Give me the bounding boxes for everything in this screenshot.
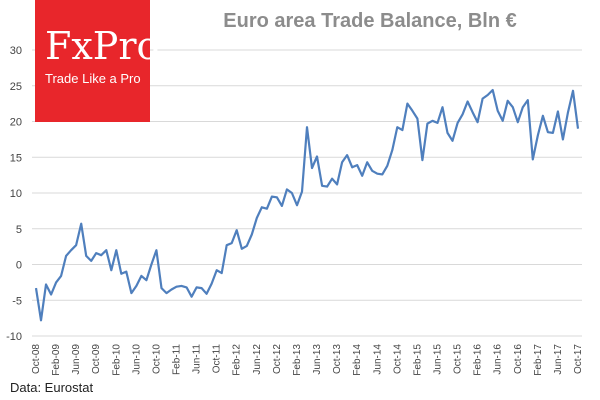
x-tick-label: Oct-16 <box>513 344 524 374</box>
x-tick-label: Feb-12 <box>232 344 243 376</box>
y-tick-label: 20 <box>10 117 22 129</box>
x-tick-label: Oct-12 <box>272 344 283 374</box>
logo-tagline: Trade Like a Pro <box>45 71 141 86</box>
x-tick-label: Jun-10 <box>131 344 142 375</box>
y-tick-label: 0 <box>16 260 22 272</box>
x-tick-label: Jun-09 <box>71 344 82 375</box>
x-tick-label: Feb-09 <box>51 344 62 376</box>
x-tick-label: Jun-17 <box>553 344 564 375</box>
y-tick-label: -10 <box>6 331 22 343</box>
x-axis-tick-labels: Oct-08 Feb-09 Jun-09 Oct-09 Feb-10 Jun-10 Oct-… <box>31 344 584 376</box>
x-tick-label: Oct-09 <box>91 344 102 374</box>
y-tick-label: -5 <box>12 295 22 307</box>
fxpro-logo: FxPro Trade Like a Pro <box>35 0 160 122</box>
x-tick-label: Jun-13 <box>312 344 323 375</box>
x-tick-label: Feb-14 <box>352 344 363 376</box>
logo-name: FxPro <box>45 24 160 68</box>
x-tick-label: Oct-10 <box>151 344 162 374</box>
x-tick-label: Feb-16 <box>473 344 484 376</box>
x-tick-label: Jun-11 <box>192 344 203 374</box>
data-source-note: Data: Eurostat <box>10 380 94 395</box>
x-tick-label: Feb-15 <box>412 344 423 376</box>
x-tick-label: Feb-11 <box>172 344 183 375</box>
x-tick-label: Oct-15 <box>453 344 464 374</box>
x-tick-label: Oct-11 <box>212 344 223 374</box>
y-tick-label: 30 <box>10 45 22 57</box>
y-tick-label: 15 <box>10 152 22 164</box>
x-tick-label: Jun-14 <box>372 344 383 375</box>
series-layer <box>34 88 580 322</box>
x-tick-label: Oct-17 <box>573 344 584 374</box>
y-tick-label: 5 <box>16 224 22 236</box>
x-tick-label: Jun-16 <box>493 344 504 375</box>
x-tick-label: Feb-13 <box>292 344 303 376</box>
x-tick-label: Jun-12 <box>252 344 263 375</box>
series-line <box>34 88 580 322</box>
y-axis-tick-labels: -10 -5 0 5 10 15 20 25 30 <box>6 45 22 343</box>
x-tick-label: Feb-10 <box>111 344 122 376</box>
x-tick-label: Jun-15 <box>432 344 443 375</box>
y-tick-label: 10 <box>10 188 22 200</box>
x-tick-label: Oct-14 <box>392 344 403 374</box>
x-tick-label: Feb-17 <box>533 344 544 376</box>
x-tick-label: Oct-08 <box>31 344 42 374</box>
chart-title: Euro area Trade Balance, Bln € <box>223 10 517 32</box>
x-tick-label: Oct-13 <box>332 344 343 374</box>
y-tick-label: 25 <box>10 81 22 93</box>
